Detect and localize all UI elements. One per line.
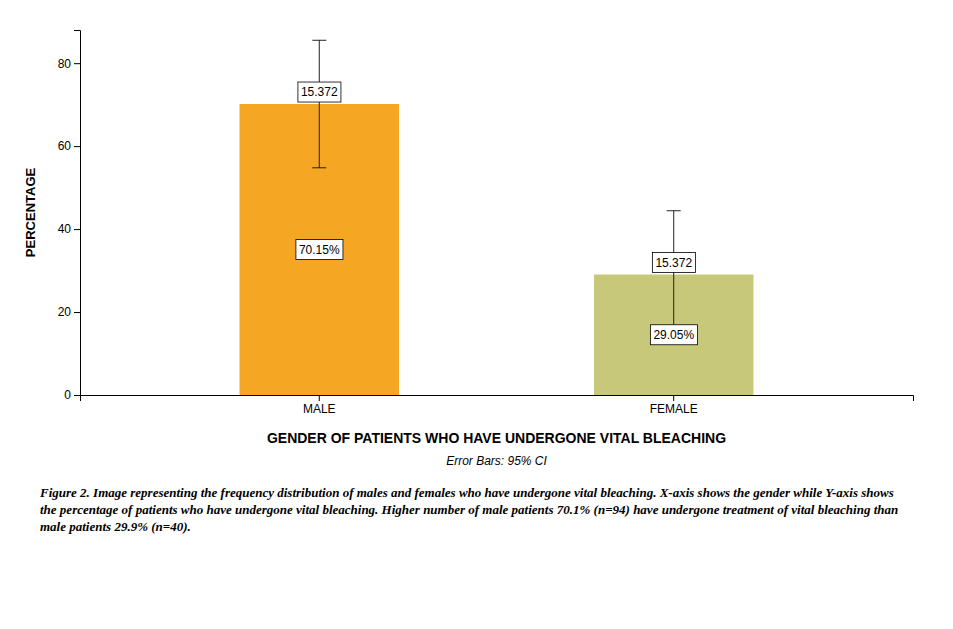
data-label-group: 29.05% — [650, 325, 697, 345]
x-axis: MALE FEMALE — [81, 395, 914, 416]
tick-mark — [74, 229, 80, 230]
x-tick: MALE — [303, 395, 336, 416]
data-label-box — [296, 240, 343, 260]
chart: 0 20 40 60 80 MALE FEMALE 70.15% 29.05% 15.372 15.… — [0, 0, 953, 629]
tick-mark — [74, 146, 80, 147]
axis-line — [74, 31, 81, 396]
error-label: 15.372 — [301, 85, 338, 99]
x-tick: FEMALE — [650, 395, 698, 416]
error-bar — [312, 40, 326, 168]
tick-label: 40 — [58, 222, 72, 236]
tick-mark — [319, 395, 320, 401]
axis-line — [81, 396, 914, 402]
tick-label: 80 — [58, 57, 72, 71]
caption-line: Figure 2. Image representing the frequen… — [39, 485, 894, 500]
error-label-box — [652, 253, 695, 273]
tick-mark — [74, 312, 80, 313]
error-label-group: 15.372 — [298, 82, 341, 102]
y-tick: 80 — [58, 57, 80, 71]
y-tick: 20 — [58, 305, 80, 319]
marks — [240, 40, 754, 395]
x-axis-title: GENDER OF PATIENTS WHO HAVE UNDERGONE VI… — [267, 430, 726, 446]
subtitle: Error Bars: 95% CI — [446, 454, 547, 468]
error-label: 15.372 — [655, 256, 692, 270]
tick-label: 20 — [58, 305, 72, 319]
data-label: 29.05% — [653, 328, 694, 342]
error-bar — [667, 211, 681, 339]
tick-label: FEMALE — [650, 402, 698, 416]
y-tick: 0 — [64, 388, 80, 402]
tick-mark — [74, 63, 80, 64]
tick-label: 60 — [58, 139, 72, 153]
tick-label: 0 — [64, 388, 71, 402]
data-label-group: 70.15% — [296, 240, 343, 260]
y-axis: 0 20 40 60 80 — [58, 31, 81, 403]
data-label: 70.15% — [299, 243, 340, 257]
tick-mark — [74, 395, 80, 396]
data-label-box — [650, 325, 697, 345]
y-tick: 60 — [58, 139, 80, 153]
y-tick: 40 — [58, 222, 80, 236]
caption-line: male patients 29.9% (n=40). — [40, 519, 191, 534]
error-label-group: 15.372 — [652, 253, 695, 273]
tick-label: MALE — [303, 402, 336, 416]
tick-mark — [673, 395, 674, 401]
error-label-box — [298, 82, 341, 102]
y-axis-title: PERCENTAGE — [23, 168, 38, 258]
plot-area: 0 20 40 60 80 MALE FEMALE 70.15% 29.05% 15.372 15.… — [58, 31, 914, 416]
caption: Figure 2. Image representing the frequen… — [39, 485, 898, 534]
labels: 70.15% 29.05% 15.372 15.372 — [296, 82, 697, 345]
caption-line: the percentage of patients who have unde… — [40, 502, 898, 517]
